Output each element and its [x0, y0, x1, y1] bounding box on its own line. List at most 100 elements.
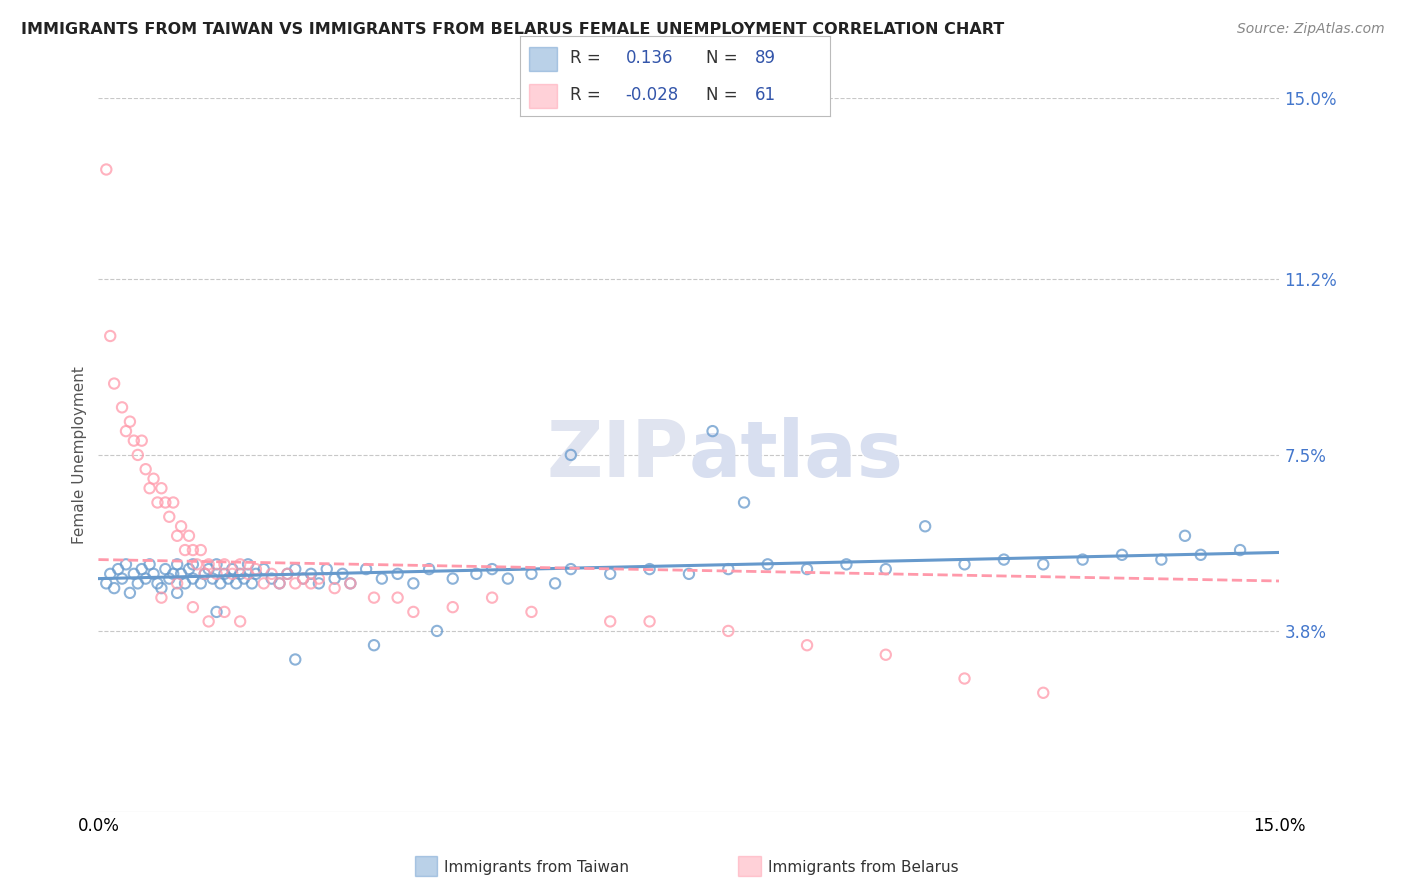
Point — [96, 162, 118, 177]
Point — [103, 581, 125, 595]
Point — [1032, 558, 1054, 572]
Point — [155, 562, 177, 576]
Point — [197, 562, 219, 576]
Point — [209, 576, 232, 591]
Point — [214, 558, 236, 572]
Point — [835, 558, 858, 572]
Y-axis label: Female Unemployment: Female Unemployment — [72, 366, 87, 544]
Text: atlas: atlas — [689, 417, 904, 493]
Point — [717, 624, 740, 638]
Point — [96, 576, 118, 591]
Point — [284, 576, 307, 591]
Point — [122, 434, 145, 448]
Point — [292, 572, 315, 586]
Point — [98, 329, 121, 343]
Point — [387, 591, 409, 605]
Text: R =: R = — [569, 49, 606, 67]
Point — [166, 558, 188, 572]
Point — [875, 562, 897, 576]
Point — [142, 472, 165, 486]
Point — [276, 566, 298, 581]
Point — [426, 624, 449, 638]
Point — [194, 566, 217, 581]
Point — [98, 566, 121, 581]
Point — [205, 566, 228, 581]
Point — [1174, 529, 1197, 543]
Point — [122, 566, 145, 581]
Point — [111, 572, 134, 586]
Point — [402, 605, 425, 619]
Point — [599, 615, 621, 629]
Point — [914, 519, 936, 533]
Point — [142, 566, 165, 581]
Point — [166, 529, 188, 543]
Point — [796, 638, 818, 652]
Text: N =: N = — [706, 49, 742, 67]
Point — [560, 448, 582, 462]
Point — [292, 572, 315, 586]
Point — [481, 562, 503, 576]
Text: Immigrants from Taiwan: Immigrants from Taiwan — [444, 861, 630, 875]
Point — [103, 376, 125, 391]
Point — [229, 566, 252, 581]
Point — [194, 566, 217, 581]
Text: Source: ZipAtlas.com: Source: ZipAtlas.com — [1237, 22, 1385, 37]
Point — [260, 572, 283, 586]
Point — [214, 566, 236, 581]
Point — [146, 495, 169, 509]
Point — [387, 566, 409, 581]
Point — [221, 566, 243, 581]
Point — [284, 652, 307, 666]
Point — [197, 615, 219, 629]
Point — [138, 481, 160, 495]
Point — [131, 562, 153, 576]
Point — [177, 529, 200, 543]
Point — [560, 562, 582, 576]
Point — [1150, 552, 1173, 566]
Point — [166, 586, 188, 600]
Point — [276, 566, 298, 581]
Point — [201, 572, 224, 586]
Point — [150, 481, 173, 495]
Point — [323, 581, 346, 595]
Point — [162, 566, 184, 581]
Point — [354, 562, 377, 576]
Point — [229, 615, 252, 629]
Point — [127, 576, 149, 591]
Point — [332, 566, 354, 581]
Point — [1071, 552, 1094, 566]
Point — [236, 558, 259, 572]
Point — [796, 562, 818, 576]
Point — [756, 558, 779, 572]
Point — [157, 572, 180, 586]
Point — [162, 495, 184, 509]
Point — [240, 576, 263, 591]
Point — [131, 434, 153, 448]
Point — [181, 572, 204, 586]
Point — [107, 562, 129, 576]
Point — [733, 495, 755, 509]
Point — [111, 401, 134, 415]
Point — [181, 600, 204, 615]
Point — [138, 558, 160, 572]
Point — [717, 562, 740, 576]
Point — [284, 562, 307, 576]
Point — [135, 572, 157, 586]
Point — [146, 576, 169, 591]
Point — [520, 566, 543, 581]
Point — [544, 576, 567, 591]
Point — [465, 566, 488, 581]
Text: 0.136: 0.136 — [626, 49, 673, 67]
Point — [299, 566, 322, 581]
Point — [115, 558, 138, 572]
Point — [135, 462, 157, 476]
Text: 61: 61 — [755, 87, 776, 104]
Point — [339, 576, 361, 591]
Point — [953, 558, 976, 572]
Point — [214, 605, 236, 619]
Point — [236, 566, 259, 581]
Point — [315, 562, 337, 576]
Point — [197, 558, 219, 572]
Point — [441, 600, 464, 615]
FancyBboxPatch shape — [530, 47, 557, 71]
